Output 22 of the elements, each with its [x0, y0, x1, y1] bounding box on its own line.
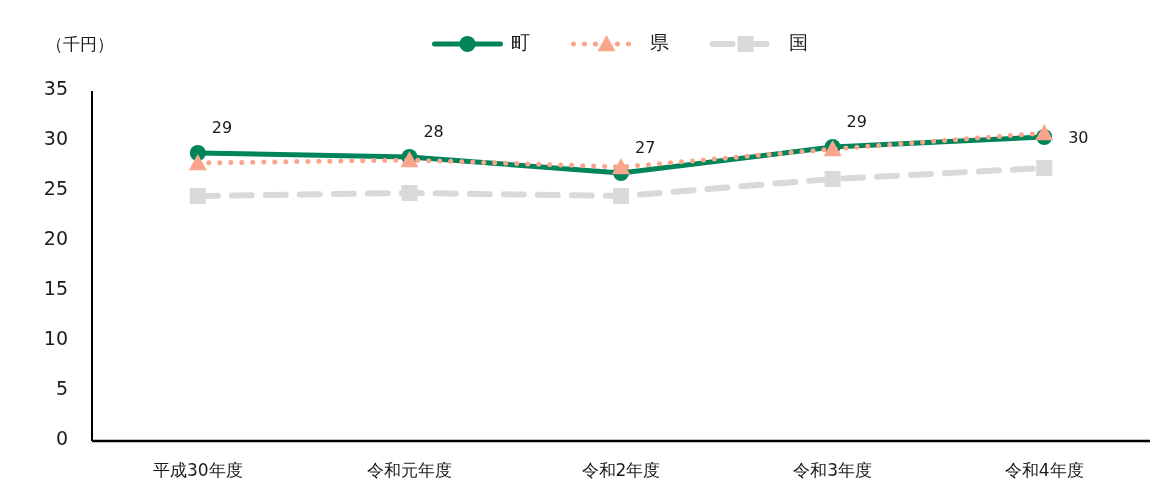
y-tick-label: 20: [43, 227, 68, 249]
y-axis-title: （千円）: [46, 34, 114, 54]
data-label: 28: [423, 121, 444, 141]
data-label: 29: [846, 111, 867, 131]
x-tick-label: 令和3年度: [793, 460, 872, 480]
legend-label: 県: [649, 31, 669, 53]
y-tick-label: 25: [43, 177, 68, 199]
x-tick-label: 令和元年度: [366, 460, 452, 480]
legend-label: 国: [788, 31, 808, 53]
y-tick-label: 15: [43, 277, 68, 299]
x-tick-label: 令和4年度: [1004, 460, 1084, 480]
data-label: 27: [635, 137, 656, 157]
x-tick-label: 令和2年度: [581, 460, 661, 480]
y-tick-label: 35: [43, 77, 68, 99]
x-tick-label: 平成30年度: [153, 460, 243, 480]
y-tick-label: 10: [43, 327, 68, 349]
data-label: 30: [1068, 127, 1089, 147]
y-tick-label: 5: [55, 377, 68, 399]
data-label: 29: [211, 117, 233, 137]
legend-label: 町: [510, 31, 530, 53]
y-tick-label: 30: [43, 127, 68, 149]
y-tick-label: 0: [55, 427, 68, 449]
